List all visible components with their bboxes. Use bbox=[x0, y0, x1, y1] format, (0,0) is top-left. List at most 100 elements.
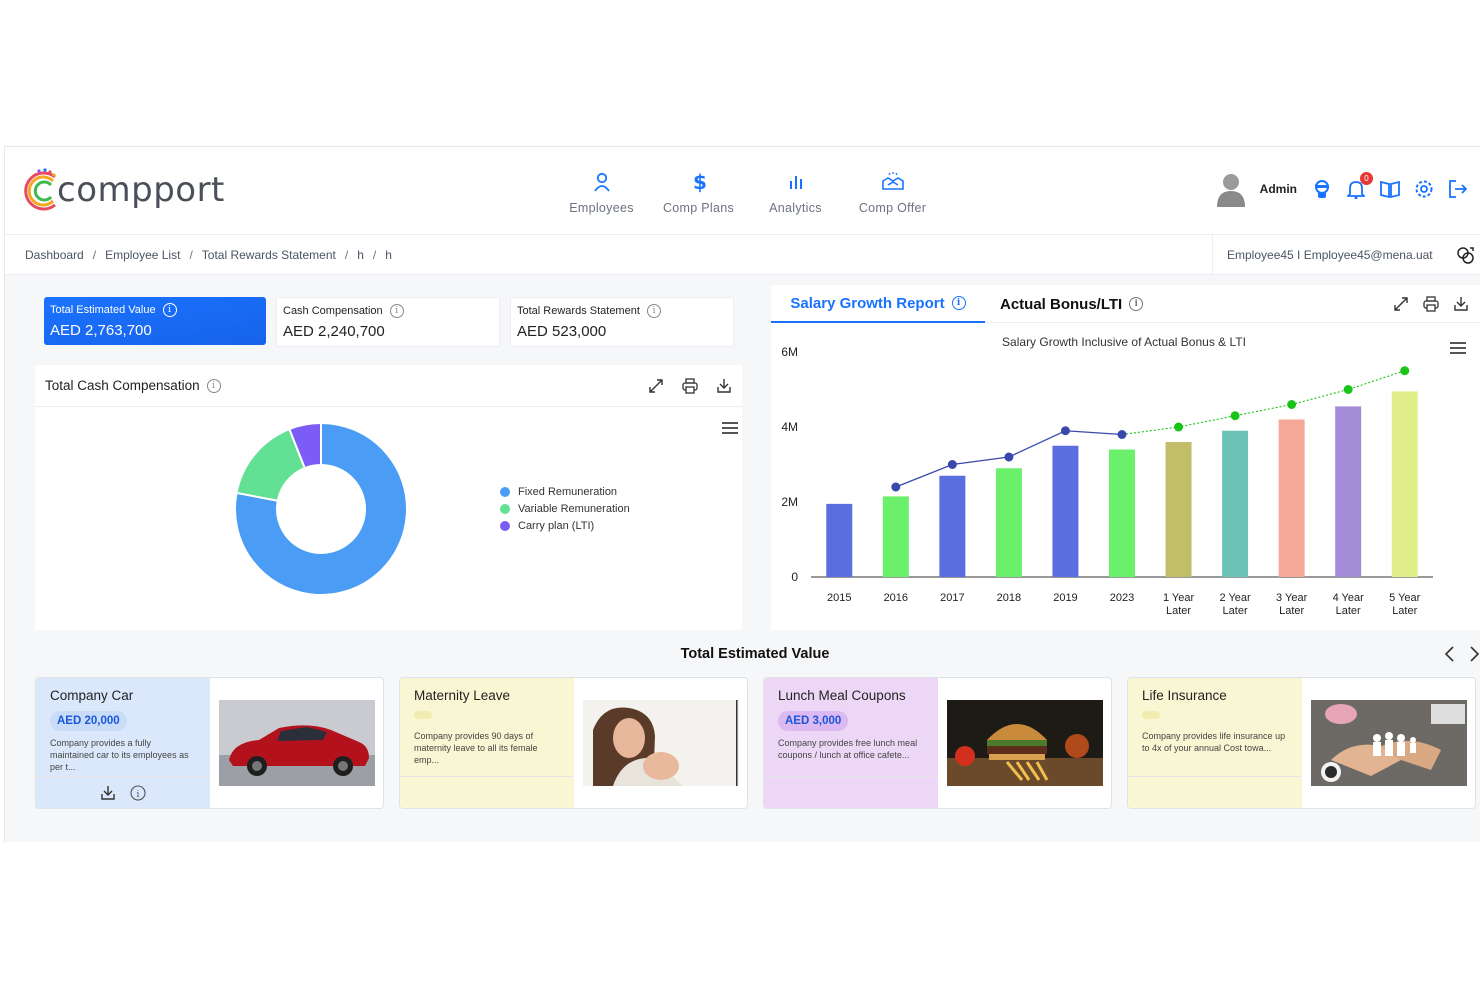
card-description: Company provides free lunch meal coupons… bbox=[778, 738, 918, 760]
y-tick-label: 6M bbox=[781, 345, 798, 359]
section-title: Total Estimated Value bbox=[680, 646, 830, 662]
tab-salary-growth-report[interactable]: Salary Growth Report i bbox=[771, 285, 985, 323]
info-icon[interactable]: i bbox=[646, 304, 661, 318]
kpi-value: AED 523,000 bbox=[517, 323, 607, 340]
bar bbox=[826, 503, 853, 577]
x-tick-line: Later bbox=[1166, 605, 1191, 617]
bar bbox=[1165, 442, 1192, 577]
user-name[interactable]: Admin bbox=[1259, 182, 1297, 196]
logo[interactable]: compport bbox=[23, 167, 225, 213]
card-info: Life Insurance Company provides life ins… bbox=[1128, 678, 1302, 808]
chevron-right-icon[interactable] bbox=[1467, 645, 1480, 663]
benefit-card-lunch-meal-coupons[interactable]: Lunch Meal Coupons AED 3,000 Company pro… bbox=[763, 677, 1112, 809]
breadcrumb-separator: / bbox=[372, 248, 377, 262]
breadcrumb-separator: / bbox=[92, 248, 97, 262]
nav-employees[interactable]: Employees bbox=[553, 169, 650, 215]
chart-menu-icon[interactable] bbox=[1449, 341, 1467, 355]
tab-actual-bonus-lti[interactable]: Actual Bonus/LTI i bbox=[1000, 285, 1144, 323]
nav-comp-plans[interactable]: $ Comp Plans bbox=[650, 169, 747, 215]
card-description: Company provides 90 days of maternity le… bbox=[414, 731, 538, 765]
print-icon[interactable] bbox=[1421, 294, 1441, 314]
donut-slice bbox=[288, 421, 322, 470]
kpi-cash-compensation[interactable]: Cash Compensation i AED 2,240,700 bbox=[276, 297, 500, 347]
info-icon[interactable]: i bbox=[130, 784, 146, 801]
mother-baby-image bbox=[583, 700, 739, 786]
panel-title: Total Cash Compensation bbox=[45, 378, 200, 393]
kpi-total-rewards-statement[interactable]: Total Rewards Statement i AED 523,000 bbox=[510, 297, 734, 347]
salary-growth-panel: Salary Growth Report i Actual Bonus/LTI i … bbox=[771, 285, 1480, 630]
breadcrumb-dashboard[interactable]: Dashboard bbox=[25, 248, 84, 262]
info-icon[interactable]: i bbox=[206, 378, 221, 393]
legend-label: Carry plan (LTI) bbox=[518, 519, 595, 532]
support-agent-icon[interactable] bbox=[1311, 178, 1333, 200]
svg-text:$: $ bbox=[693, 171, 707, 193]
nav-analytics[interactable]: Analytics bbox=[747, 169, 844, 215]
download-icon[interactable] bbox=[100, 785, 116, 801]
x-tick-label: 1 Year Later bbox=[1163, 592, 1195, 617]
legend-item[interactable]: Fixed Remuneration bbox=[500, 483, 630, 500]
x-tick-line: Later bbox=[1392, 605, 1417, 617]
donut-slice bbox=[234, 421, 408, 596]
breadcrumb-separator: / bbox=[344, 248, 349, 262]
x-tick-label: 2017 bbox=[940, 592, 964, 604]
x-tick-label: 3 Year Later bbox=[1276, 592, 1308, 617]
nav-comp-offer[interactable]: Comp Offer bbox=[844, 169, 941, 215]
logout-icon[interactable] bbox=[1447, 178, 1469, 200]
download-icon[interactable] bbox=[1451, 294, 1471, 314]
info-icon[interactable]: i bbox=[1129, 297, 1144, 311]
legend-item[interactable]: Variable Remuneration bbox=[500, 500, 630, 517]
nav-label: Employees bbox=[569, 201, 634, 215]
line-point bbox=[1117, 430, 1127, 439]
y-tick-label: 2M bbox=[781, 495, 798, 509]
brand-name: compport bbox=[57, 170, 225, 210]
donut-chart bbox=[234, 421, 408, 596]
app-window: compport Employees $ Comp Plans Analytic… bbox=[4, 146, 1480, 842]
expand-icon[interactable] bbox=[1391, 294, 1411, 314]
avatar[interactable] bbox=[1216, 171, 1246, 207]
bar bbox=[1109, 449, 1135, 577]
expand-icon[interactable] bbox=[646, 376, 666, 396]
family-protection-image bbox=[1311, 700, 1467, 786]
breadcrumb-total-rewards[interactable]: Total Rewards Statement bbox=[201, 248, 336, 262]
info-icon[interactable]: i bbox=[389, 304, 404, 318]
bar-chart-icon bbox=[747, 169, 844, 195]
kpi-total-estimated-value[interactable]: Total Estimated Value i AED 2,763,700 bbox=[44, 297, 266, 345]
total-cash-compensation-panel: Total Cash Compensation i Fixed Remunera… bbox=[35, 365, 742, 630]
line-point bbox=[1004, 452, 1014, 462]
breadcrumb-bar: Dashboard / Employee List / Total Reward… bbox=[5, 235, 1480, 275]
chart-menu-icon[interactable] bbox=[721, 421, 739, 435]
employee-info: Employee45 I Employee45@mena.uat bbox=[1212, 235, 1452, 274]
breadcrumb-h[interactable]: h bbox=[357, 248, 364, 262]
legend-dot bbox=[500, 503, 510, 514]
benefit-card-maternity-leave[interactable]: Maternity Leave Company provides 90 days… bbox=[399, 677, 748, 809]
info-icon[interactable]: i bbox=[951, 296, 966, 310]
info-icon[interactable]: i bbox=[162, 303, 177, 317]
download-icon[interactable] bbox=[714, 376, 734, 396]
bar bbox=[939, 475, 966, 577]
food-image bbox=[947, 700, 1103, 786]
y-tick-label: 4M bbox=[781, 420, 798, 434]
breadcrumb-employee-list[interactable]: Employee List bbox=[105, 248, 181, 262]
legend-dot bbox=[500, 520, 510, 531]
bell-icon[interactable]: 0 bbox=[1345, 172, 1373, 200]
chevron-left-icon[interactable] bbox=[1443, 645, 1457, 663]
chart-legend: Fixed Remuneration Variable Remuneration… bbox=[500, 483, 630, 534]
bar bbox=[882, 496, 909, 577]
print-icon[interactable] bbox=[680, 376, 700, 396]
benefit-card-life-insurance[interactable]: Life Insurance Company provides life ins… bbox=[1127, 677, 1476, 809]
kpi-title: Total Rewards Statement bbox=[517, 305, 640, 317]
x-tick-label: 2015 bbox=[827, 592, 851, 604]
benefit-card-company-car[interactable]: Company Car AED 20,000 Company provides … bbox=[35, 677, 384, 809]
carousel-nav bbox=[1443, 645, 1480, 663]
x-tick-label: 2019 bbox=[1053, 592, 1077, 604]
card-amount bbox=[414, 711, 432, 719]
legend-item[interactable]: Carry plan (LTI) bbox=[500, 517, 630, 534]
switch-view-icon[interactable] bbox=[1455, 245, 1475, 265]
tab-label: Actual Bonus/LTI bbox=[1000, 295, 1123, 313]
gear-icon[interactable] bbox=[1413, 178, 1435, 200]
legend-label: Variable Remuneration bbox=[518, 502, 630, 515]
legend-dot bbox=[500, 486, 510, 497]
book-icon[interactable] bbox=[1379, 178, 1401, 200]
breadcrumb-h-current: h bbox=[385, 248, 392, 262]
bar bbox=[1278, 419, 1305, 577]
